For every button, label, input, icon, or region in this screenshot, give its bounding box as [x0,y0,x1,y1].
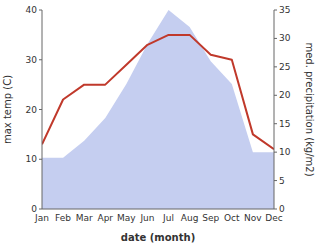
y2-axis-line [274,10,275,209]
y-axis-label: max temp (C) [2,75,13,144]
x-tick-label: Dec [265,213,282,223]
y2-tick-label: 10 [279,147,291,157]
x-tick-label: Jun [139,213,154,223]
y-tick [39,209,42,210]
y2-tick-label: 35 [279,5,290,15]
y2-tick [274,152,277,153]
y-tick [39,109,42,110]
y-tick [39,59,42,60]
y-tick-label: 30 [26,55,38,65]
x-tick-label: Jan [34,213,49,223]
y2-tick-label: 20 [279,90,291,100]
chart: Jan Feb Mar Apr MayJun Jul AugSep Oct NovDec date… [0,0,318,247]
x-tick-label: Aug [181,213,199,223]
y2-tick [274,38,277,39]
x-tick-label: May [117,213,136,223]
y2-tick [274,10,277,11]
x-tick-label: Jul [162,213,174,223]
x-tick-label: Feb [55,213,71,223]
x-axis-line [42,209,274,210]
y-tick-label: 0 [31,204,37,214]
y-tick-label: 20 [26,105,38,115]
y2-tick-label: 25 [279,62,290,72]
x-tick-label: Sep [202,213,219,223]
y-tick [39,159,42,160]
x-tick-label: Nov [244,213,262,223]
plot-area [42,10,274,209]
y2-tick [274,180,277,181]
y-tick [39,10,42,11]
y2-tick-label: 15 [279,119,290,129]
y2-tick [274,123,277,124]
y2-tick-label: 5 [279,176,285,186]
x-tick-label: Oct [224,213,240,223]
x-tick-label: Mar [76,213,93,223]
y-tick-label: 10 [26,154,38,164]
x-tick-label: Apr [97,213,113,223]
y2-tick [274,66,277,67]
precipitation-area [42,10,274,209]
y2-tick-label: 30 [279,33,291,43]
x-axis-label: date (month) [121,232,195,243]
chart-container: Jan Feb Mar Apr MayJun Jul AugSep Oct NovDec date… [0,0,318,247]
y2-axis-label: med. precipitation (kg/m2) [304,42,315,176]
y2-tick-label: 0 [279,204,285,214]
temperature-line [42,35,274,149]
y-tick-label: 40 [26,5,38,15]
y2-tick [274,95,277,96]
y2-tick [274,209,277,210]
